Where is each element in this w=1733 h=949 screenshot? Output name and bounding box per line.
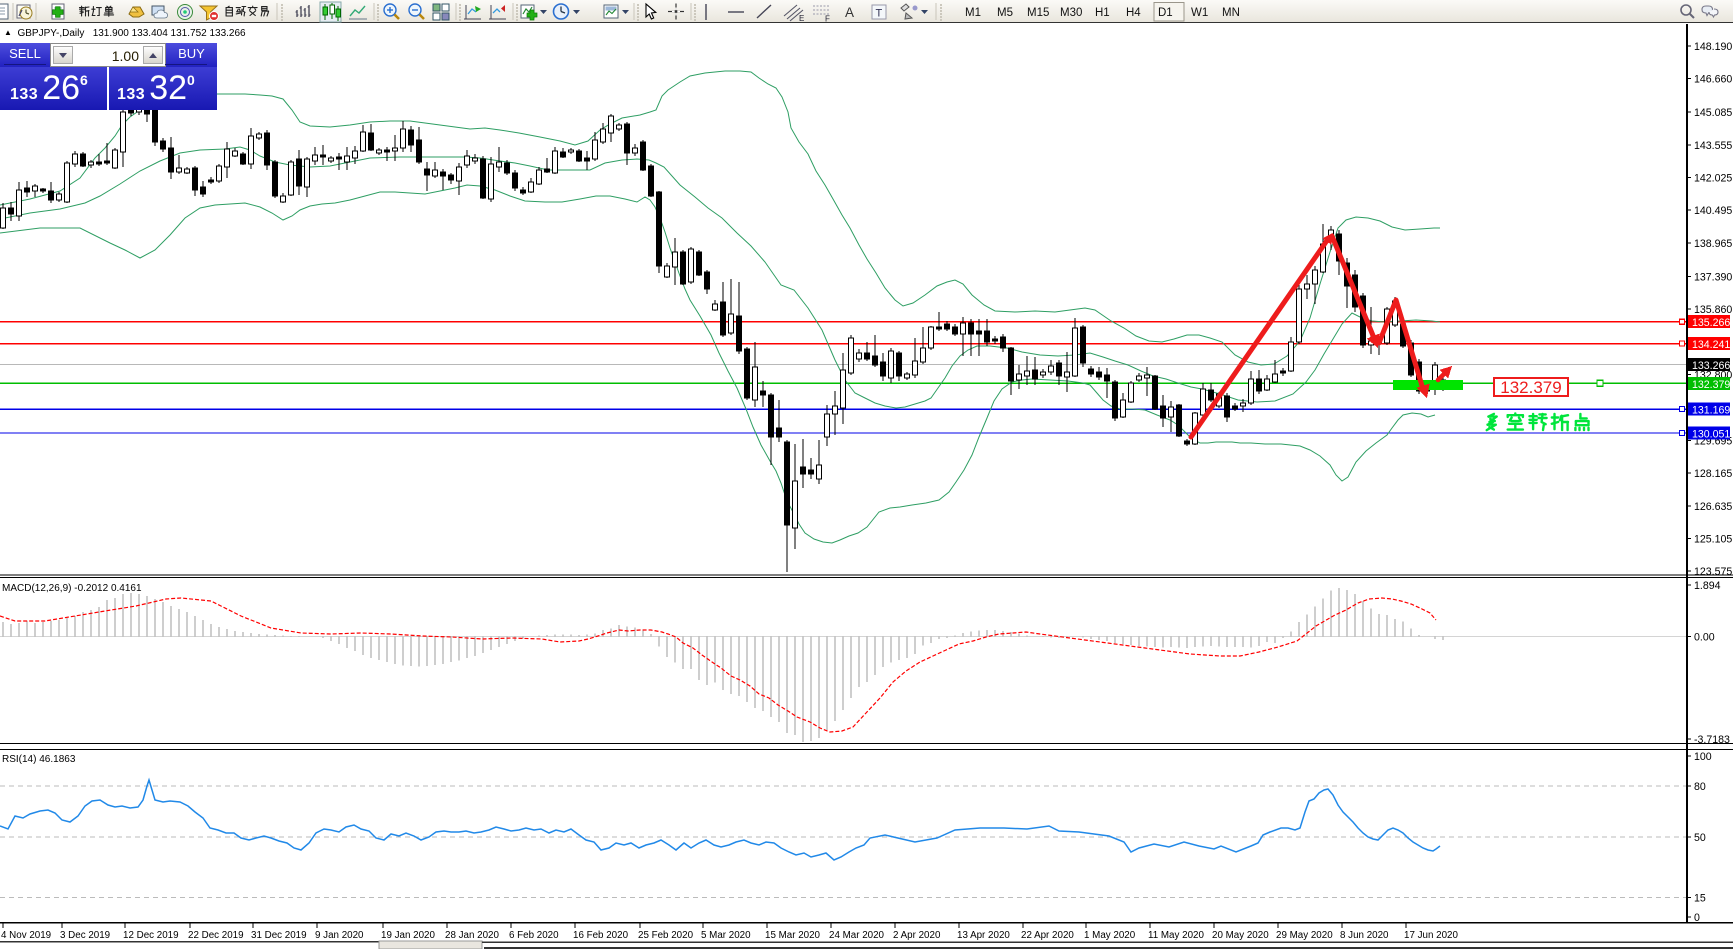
svg-text:0.00: 0.00: [1694, 632, 1715, 644]
svg-text:130.051: 130.051: [1692, 428, 1730, 440]
svg-text:H1: H1: [1095, 7, 1110, 19]
svg-text:13 Apr 2020: 13 Apr 2020: [957, 930, 1010, 941]
svg-text:135.266: 135.266: [1692, 317, 1730, 329]
svg-text:19 Jan 2020: 19 Jan 2020: [381, 930, 435, 941]
svg-text:2 Apr 2020: 2 Apr 2020: [893, 930, 941, 941]
svg-text:128.165: 128.165: [1694, 468, 1732, 480]
svg-text:125.105: 125.105: [1694, 533, 1732, 545]
svg-text:8 Jun 2020: 8 Jun 2020: [1340, 930, 1389, 941]
svg-text:17 Jun 2020: 17 Jun 2020: [1404, 930, 1458, 941]
svg-text:24 Mar 2020: 24 Mar 2020: [829, 930, 885, 941]
svg-text:A: A: [845, 5, 854, 20]
svg-text:6 Feb 2020: 6 Feb 2020: [509, 930, 559, 941]
svg-text:132.379: 132.379: [1692, 379, 1730, 391]
svg-text:15 Mar 2020: 15 Mar 2020: [765, 930, 821, 941]
svg-text:4 Nov 2019: 4 Nov 2019: [1, 930, 51, 941]
svg-text:50: 50: [1694, 832, 1706, 844]
svg-text:28 Jan 2020: 28 Jan 2020: [445, 930, 499, 941]
svg-text:22 Apr 2020: 22 Apr 2020: [1021, 930, 1074, 941]
svg-text:20 May 2020: 20 May 2020: [1212, 930, 1269, 941]
svg-text:132.379: 132.379: [1500, 378, 1561, 397]
svg-text:16 Feb 2020: 16 Feb 2020: [573, 930, 629, 941]
svg-text:142.025: 142.025: [1694, 173, 1732, 185]
svg-text:137.390: 137.390: [1694, 271, 1732, 283]
svg-text:80: 80: [1694, 781, 1706, 793]
svg-text:11 May 2020: 11 May 2020: [1148, 930, 1204, 941]
svg-text:3 Dec 2019: 3 Dec 2019: [60, 930, 110, 941]
svg-text:133.266: 133.266: [1692, 360, 1730, 372]
svg-text:F: F: [825, 15, 830, 24]
svg-text:MACD(12,26,9) -0.2012 0.4161: MACD(12,26,9) -0.2012 0.4161: [2, 583, 142, 594]
svg-text:126.635: 126.635: [1694, 501, 1732, 513]
svg-text:135.860: 135.860: [1694, 304, 1732, 316]
svg-text:134.241: 134.241: [1692, 339, 1730, 351]
svg-text:15: 15: [1694, 893, 1706, 905]
svg-text:31 Dec 2019: 31 Dec 2019: [251, 930, 307, 941]
svg-text:22 Dec 2019: 22 Dec 2019: [188, 930, 244, 941]
svg-text:29 May 2020: 29 May 2020: [1276, 930, 1333, 941]
svg-text:25 Feb 2020: 25 Feb 2020: [638, 930, 694, 941]
svg-text:12 Dec 2019: 12 Dec 2019: [123, 930, 179, 941]
svg-text:1 May 2020: 1 May 2020: [1084, 930, 1136, 941]
svg-text:M15: M15: [1027, 7, 1049, 19]
svg-text:M5: M5: [997, 7, 1013, 19]
svg-text:0: 0: [1694, 912, 1700, 924]
svg-text:1.894: 1.894: [1694, 580, 1721, 592]
svg-text:131.169: 131.169: [1692, 405, 1730, 417]
svg-text:100: 100: [1694, 751, 1712, 763]
svg-text:9 Jan 2020: 9 Jan 2020: [315, 930, 364, 941]
svg-text:RSI(14) 46.1863: RSI(14) 46.1863: [2, 754, 76, 765]
svg-text:140.495: 140.495: [1694, 205, 1732, 217]
svg-text:MN: MN: [1222, 7, 1240, 19]
svg-text:D1: D1: [1158, 7, 1173, 19]
svg-text:T: T: [876, 8, 883, 20]
svg-text:-3.7183: -3.7183: [1694, 734, 1730, 746]
svg-text:W1: W1: [1191, 7, 1208, 19]
svg-text:143.555: 143.555: [1694, 140, 1732, 152]
svg-text:M1: M1: [965, 7, 981, 19]
svg-text:123.575: 123.575: [1694, 566, 1732, 578]
svg-text:146.660: 146.660: [1694, 74, 1732, 86]
svg-text:M30: M30: [1060, 7, 1082, 19]
svg-text:H4: H4: [1126, 7, 1141, 19]
svg-text:E: E: [799, 14, 804, 23]
svg-text:148.190: 148.190: [1694, 41, 1732, 53]
svg-text:5 Mar 2020: 5 Mar 2020: [701, 930, 751, 941]
svg-text:138.965: 138.965: [1694, 238, 1732, 250]
svg-text:145.085: 145.085: [1694, 107, 1732, 119]
